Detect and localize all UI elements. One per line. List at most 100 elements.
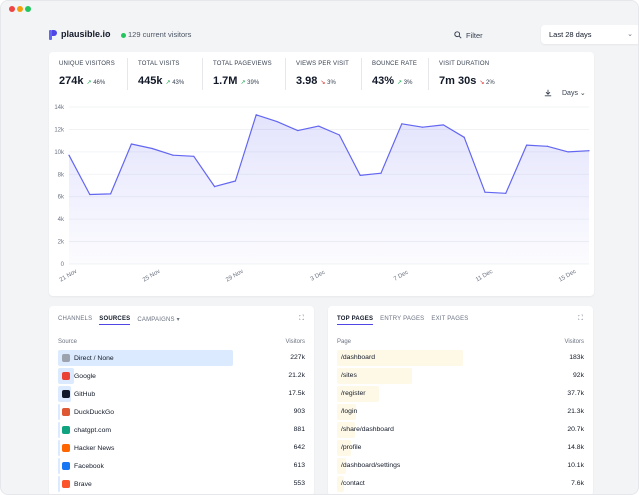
stat-change: ↗ 46% <box>86 80 105 86</box>
row-label-text: /login <box>341 408 358 415</box>
data-point[interactable] <box>89 193 91 196</box>
data-point[interactable] <box>297 129 299 132</box>
series-line[interactable] <box>68 114 590 196</box>
stat-visit-duration[interactable]: VISIT DURATION 7m 30s ↘ 2% <box>428 58 518 90</box>
list-item[interactable]: /register 37.7k <box>337 385 584 403</box>
tab-entry-pages[interactable]: ENTRY PAGES <box>380 316 425 322</box>
current-visitors[interactable]: 129 current visitors <box>128 30 192 39</box>
stat-total-visits[interactable]: TOTAL VISITS 445k ↗ 43% <box>127 58 201 90</box>
row-bar <box>337 422 355 438</box>
date-range-select[interactable]: Last 28 days ⌄ <box>541 25 638 44</box>
data-point[interactable] <box>214 186 216 188</box>
list-item[interactable]: /contact 7.6k <box>337 475 584 493</box>
list-item[interactable]: Google 21.2k <box>58 367 305 385</box>
data-point[interactable] <box>422 126 424 128</box>
row-label-text: DuckDuckGo <box>74 408 115 416</box>
visitors-chart[interactable]: 0 2k 4k 6k 8k 10k 12k 14k 21 Nov 25 Nov 29 Nov 3 De… <box>49 52 594 296</box>
list-item[interactable]: /dashboard 183k <box>337 349 584 367</box>
list-item[interactable]: Hacker News 642 <box>58 439 305 457</box>
filter-button[interactable]: Filter <box>454 28 483 42</box>
data-point[interactable] <box>567 151 569 153</box>
data-point[interactable] <box>546 145 548 147</box>
list-item[interactable]: /sites 92k <box>337 367 584 385</box>
close-window-button[interactable] <box>9 6 15 12</box>
x-tick-label: 25 Nov <box>142 269 161 284</box>
row-bar <box>337 350 463 366</box>
stat-total-pageviews[interactable]: TOTAL PAGEVIEWS 1.7M ↗ 39% <box>202 58 284 90</box>
chevron-down-icon[interactable]: ⌄ <box>104 30 110 37</box>
arrow-up-icon: ↗ <box>165 80 171 86</box>
list-item[interactable]: /share/dashboard 20.7k <box>337 421 584 439</box>
top-stats: UNIQUE VISITORS 274k ↗ 46% TOTAL VISITS 4… <box>49 58 594 90</box>
list-item[interactable]: DuckDuckGo 903 <box>58 403 305 421</box>
row-bar <box>58 458 60 474</box>
tab-top-pages[interactable]: TOP PAGES <box>337 316 374 325</box>
google-icon <box>62 372 70 380</box>
data-point[interactable] <box>338 134 340 136</box>
data-point[interactable] <box>234 180 236 182</box>
data-point[interactable] <box>588 150 590 152</box>
list-item[interactable]: /dashboard/settings 10.1k <box>337 457 584 475</box>
row-label: /sites <box>341 372 357 379</box>
data-point[interactable] <box>380 172 382 174</box>
row-label-text: /share/dashboard <box>341 426 394 433</box>
row-label-text: /sites <box>341 372 357 379</box>
tab-sources[interactable]: SOURCES <box>99 316 131 325</box>
data-point[interactable] <box>401 123 403 125</box>
stat-change-value: 46% <box>93 80 106 86</box>
tab-channels[interactable]: CHANNELS <box>58 316 93 322</box>
row-label-text: Google <box>74 372 96 380</box>
row-bar <box>337 404 357 420</box>
stat-views-per-visit[interactable]: VIEWS PER VISIT 3.98 ↘ 3% <box>285 58 360 90</box>
data-point[interactable] <box>442 124 444 126</box>
expand-icon[interactable]: ⛶ <box>299 315 304 322</box>
list-item[interactable]: chatgpt.com 881 <box>58 421 305 439</box>
list-item[interactable]: GitHub 17.5k <box>58 385 305 403</box>
sources-panel: CHANNELS SOURCES CAMPAIGNS ▾ ⛶ Source Vi… <box>49 306 314 494</box>
data-point[interactable] <box>255 114 257 116</box>
data-point[interactable] <box>110 193 112 195</box>
chevron-down-icon: ⌄ <box>627 31 633 38</box>
data-point[interactable] <box>68 154 70 156</box>
expand-icon[interactable]: ⛶ <box>578 315 583 322</box>
pages-tabs: TOP PAGES ENTRY PAGES EXIT PAGES <box>337 316 469 325</box>
data-point[interactable] <box>276 120 278 123</box>
data-point[interactable] <box>151 147 153 150</box>
data-point[interactable] <box>526 144 528 146</box>
tab-campaigns[interactable]: CAMPAIGNS ▾ <box>137 316 179 325</box>
data-point[interactable] <box>463 136 465 138</box>
github-icon <box>62 390 70 398</box>
main-graph-card: UNIQUE VISITORS 274k ↗ 46% TOTAL VISITS 4… <box>49 52 594 296</box>
interval-controls: Days ⌄ <box>544 89 586 97</box>
stat-unique-visitors[interactable]: UNIQUE VISITORS 274k ↗ 46% <box>49 58 126 90</box>
row-label: Brave <box>62 480 92 488</box>
interval-select[interactable]: Days ⌄ <box>562 89 586 97</box>
row-bar <box>58 350 233 366</box>
site-name[interactable]: plausible.io <box>61 29 111 39</box>
data-point[interactable] <box>359 174 361 177</box>
arrow-up-icon: ↗ <box>397 80 403 86</box>
row-label: /login <box>341 408 357 415</box>
data-point[interactable] <box>130 143 132 145</box>
data-point[interactable] <box>172 154 174 156</box>
data-point[interactable] <box>318 125 320 127</box>
tab-exit-pages[interactable]: EXIT PAGES <box>431 316 469 322</box>
stat-change-value: 43% <box>172 80 185 86</box>
download-icon[interactable] <box>544 89 552 97</box>
maximize-window-button[interactable] <box>25 6 31 12</box>
list-item[interactable]: /profile 14.8k <box>337 439 584 457</box>
list-item[interactable]: Direct / None 227k <box>58 349 305 367</box>
minimize-window-button[interactable] <box>17 6 23 12</box>
list-item[interactable]: /login 21.3k <box>337 403 584 421</box>
row-label: Hacker News <box>62 444 114 452</box>
list-item[interactable]: Brave 553 <box>58 475 305 493</box>
list-item[interactable]: Facebook 613 <box>58 457 305 475</box>
data-point[interactable] <box>193 155 195 157</box>
row-label: /dashboard/settings <box>341 462 400 469</box>
stat-bounce-rate[interactable]: BOUNCE RATE 43% ↗ 3% <box>361 58 427 90</box>
stat-label: BOUNCE RATE <box>372 61 418 67</box>
data-point[interactable] <box>505 192 507 194</box>
x-tick-label: 29 Nov <box>225 269 244 284</box>
data-point[interactable] <box>484 191 486 193</box>
